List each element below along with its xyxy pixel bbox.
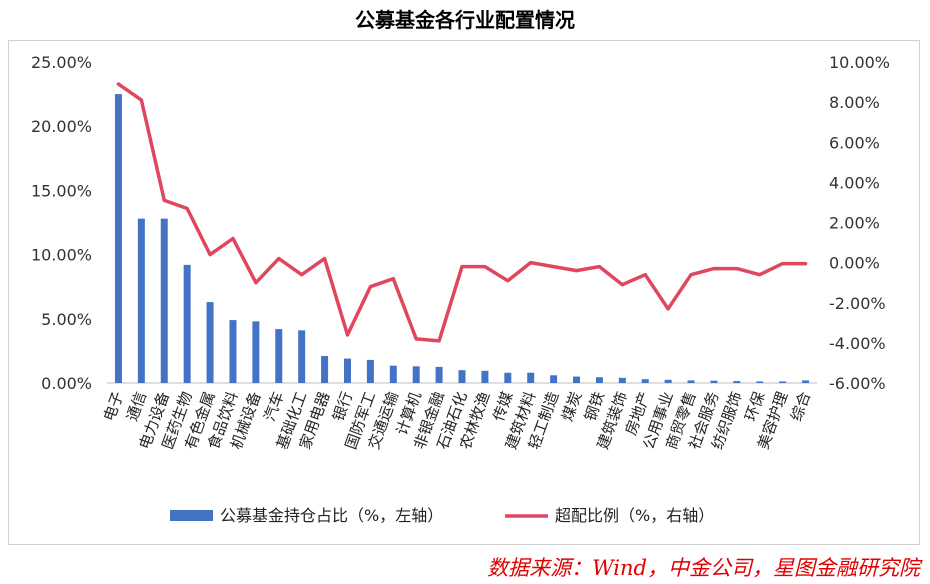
bar <box>458 370 466 383</box>
chart-frame <box>8 40 920 545</box>
chart-title: 公募基金各行业配置情况 <box>355 8 575 32</box>
line-point <box>322 257 327 261</box>
right-tick-label: -6.00% <box>829 374 886 393</box>
bar <box>641 379 649 383</box>
bar <box>710 380 718 383</box>
bar <box>664 379 672 383</box>
bar <box>504 372 512 383</box>
line-point <box>574 269 579 273</box>
bar <box>618 377 626 383</box>
left-tick-label: 20.00% <box>31 117 92 136</box>
bar <box>252 321 260 383</box>
line-point <box>345 333 350 337</box>
bar <box>206 302 214 383</box>
bar <box>298 330 306 383</box>
source-note: 数据来源：Wind，中金公司，星图金融研究院 <box>487 556 920 580</box>
line-point <box>254 281 258 285</box>
line-point <box>208 253 212 257</box>
bar <box>412 366 420 383</box>
line-point <box>712 267 716 271</box>
line-point <box>597 265 602 269</box>
right-tick-label: 2.00% <box>829 214 880 233</box>
right-tick-label: 4.00% <box>829 173 880 192</box>
left-tick-label: 15.00% <box>31 181 92 200</box>
bar <box>275 329 283 383</box>
bar <box>229 320 237 383</box>
line-point <box>803 262 808 266</box>
bar <box>389 365 397 383</box>
bar <box>595 377 603 383</box>
right-tick-label: -2.00% <box>829 294 886 313</box>
left-tick-label: 0.00% <box>41 374 92 393</box>
line-point <box>185 206 189 211</box>
left-tick-label: 10.00% <box>31 246 92 265</box>
bar <box>573 376 581 383</box>
right-tick-label: 10.00% <box>829 53 890 72</box>
line-point <box>758 273 762 277</box>
line-point <box>666 307 670 311</box>
line-point <box>139 98 143 102</box>
line-point <box>620 283 624 287</box>
line-point <box>231 236 235 241</box>
bar <box>527 372 535 383</box>
bar <box>321 356 329 383</box>
bar <box>183 264 191 383</box>
line-point <box>460 265 464 269</box>
bar <box>114 94 122 383</box>
category-label: 综合 <box>787 389 814 423</box>
line-point <box>483 265 487 269</box>
bar <box>687 380 695 383</box>
bar <box>160 218 168 383</box>
bar <box>481 370 489 383</box>
line-point <box>368 285 372 289</box>
line-point <box>735 267 739 271</box>
line-point <box>300 273 304 277</box>
line-point <box>781 262 785 266</box>
left-tick-label: 25.00% <box>31 53 92 72</box>
right-tick-label: -4.00% <box>829 334 886 353</box>
bar <box>366 359 374 383</box>
legend-swatch-bar <box>170 510 213 521</box>
bar <box>435 366 443 383</box>
line-point <box>552 265 556 269</box>
line-point <box>116 82 121 86</box>
line-point <box>643 273 647 277</box>
line-point <box>689 273 693 277</box>
line-point <box>414 337 418 341</box>
bar <box>779 381 787 383</box>
line-point <box>277 257 281 261</box>
line-point <box>162 198 166 203</box>
overweight-line <box>116 82 808 343</box>
line-point <box>529 261 533 265</box>
right-tick-label: 6.00% <box>829 133 880 152</box>
line-point <box>506 279 510 283</box>
legend-label-bar: 公募基金持仓占比（%，左轴） <box>220 506 443 525</box>
bar <box>733 381 741 383</box>
bar <box>756 381 764 383</box>
right-tick-label: 8.00% <box>829 93 880 112</box>
bar <box>137 218 145 383</box>
line-point <box>391 277 395 281</box>
bar <box>550 375 558 383</box>
bar <box>802 380 810 383</box>
line-point <box>437 339 441 343</box>
legend-label-line: 超配比例（%，右轴） <box>555 506 714 525</box>
bar <box>343 358 351 383</box>
left-tick-label: 5.00% <box>41 310 92 329</box>
right-tick-label: 0.00% <box>829 254 880 273</box>
